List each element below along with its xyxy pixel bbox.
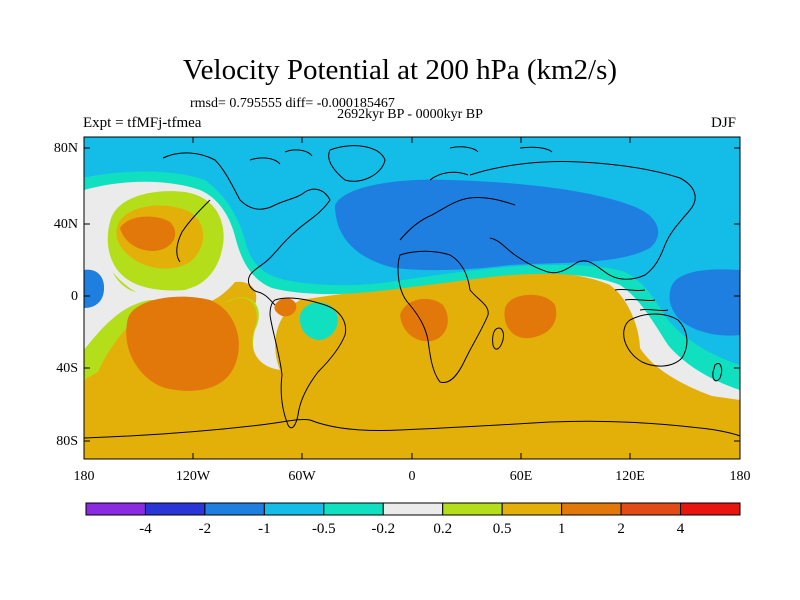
colorbar-label: -0.5 [311,521,336,537]
colorbar-label: 2 [617,521,625,537]
coast-new-zealand [712,363,723,382]
period-subtitle: 2692kyr BP - 0000kyr BP [337,107,483,122]
coast-africa [397,250,489,384]
colorbar-label: 4 [676,521,685,537]
strong-positive-south-america [274,298,297,317]
lon-label: 60E [509,469,533,484]
coast-north-america [162,152,331,306]
colorbar-swatch [680,502,741,516]
chart-title: Velocity Potential at 200 hPa (km2/s) [182,54,618,86]
strong-negative-west-pacific [669,269,740,336]
lon-label: 0 [408,469,416,484]
colorbar-swatch [561,502,622,516]
colorbar-swatch [204,502,265,516]
coast-europe [399,171,516,241]
strong-positive-east-pacific [126,296,239,391]
contour-fill-layer [84,137,740,459]
colorbar-swatch [323,502,384,516]
colorbar-label: -0.2 [371,521,396,537]
strong-negative-dateline-west [84,269,105,308]
colorbar-label: -2 [198,521,212,537]
colorbar-swatch [144,502,206,516]
lon-label: 60W [288,469,316,484]
lon-label: 120W [175,469,211,484]
lat-label: 80S [56,434,78,449]
experiment-label: Expt = tfMFj-tfmea [83,115,202,131]
lon-label: 180 [73,469,95,484]
season-label: DJF [711,115,737,131]
lat-label: 40S [56,361,78,376]
colorbar-swatch [382,502,444,516]
lat-label: 80N [53,141,78,156]
coast-south-america [269,297,347,429]
strong-positive-atlantic [400,298,448,342]
colorbar-label: 0.5 [492,521,512,537]
coast-greenland [328,145,386,182]
coast-arctic-islands [249,146,553,165]
coast-antarctica [83,419,741,439]
stats-subtitle: rmsd= 0.795555 diff= -0.000185467 [190,96,395,111]
colorbar-swatch [442,502,503,516]
colorbar-label: 0.2 [433,521,453,537]
colorbar [85,502,741,516]
coast-madagascar [492,327,504,350]
strong-negative-eurasia [335,179,659,271]
coast-australia [623,313,688,367]
colorbar-swatch [501,502,563,516]
colorbar-swatch [85,502,146,516]
axis-ticks [83,137,741,459]
colorbar-label: -1 [258,521,271,537]
coast-indonesia [614,288,669,312]
colorbar-label: -4 [139,521,152,537]
weak-negative-band [84,171,740,390]
colorbar-swatch [263,502,325,516]
strong-positive-north-pacific [120,216,176,252]
colorbar-swatch [620,502,682,516]
positive-southern-band [84,272,740,459]
weak-negative-south-america [299,302,338,340]
coastline-layer [83,145,741,439]
colorbar-label: 1 [557,521,566,537]
strong-positive-indian [504,294,557,339]
lon-label: 180 [729,469,751,484]
lon-label: 120E [615,469,645,484]
coast-asia [469,161,696,280]
lat-label: 0 [71,289,78,304]
lat-label: 40N [53,217,78,232]
